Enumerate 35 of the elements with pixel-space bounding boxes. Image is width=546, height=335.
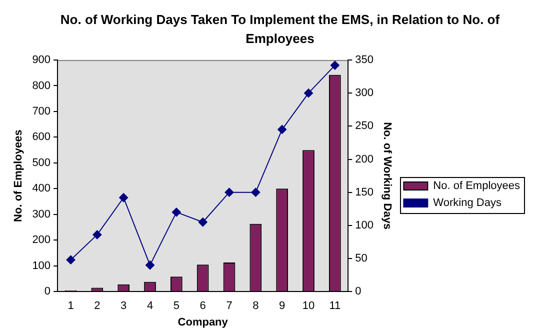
chart-title: No. of Working Days Taken To Implement the EMS, in Relation to No. of Employees (59, 11, 501, 48)
x-tick-label: 1 (68, 300, 74, 312)
x-tick-label: 4 (146, 300, 154, 312)
y-tick-label: 300 (32, 208, 51, 220)
x-tick-label: 5 (173, 300, 180, 312)
y-tick-label: 600 (32, 131, 51, 144)
x-tick-label: 11 (329, 300, 341, 312)
y2-tick-label: 150 (355, 186, 374, 198)
y2-tick-label: 250 (355, 120, 374, 132)
y-tick-label: 500 (32, 156, 51, 169)
x-axis-title: Company (178, 316, 229, 328)
legend-label: Working Days (433, 197, 502, 210)
y2-axis-title: No. of Working Days (381, 122, 394, 230)
x-tick-label: 7 (226, 300, 232, 312)
y-tick-label: 900 (32, 54, 51, 66)
x-tick-label: 2 (94, 300, 100, 312)
x-tick-label: 10 (302, 300, 315, 312)
x-tick-label: 8 (252, 300, 259, 312)
y-tick-label: 400 (32, 182, 51, 195)
y2-tick-label: 200 (355, 153, 374, 166)
x-tick-label: 6 (200, 300, 206, 312)
y2-tick-label: 100 (355, 219, 374, 232)
y-tick-label: 0 (44, 286, 51, 298)
y2-tick-label: 50 (355, 252, 368, 265)
y2-tick-label: 0 (355, 286, 362, 298)
y-axis-title: No. of Employees (12, 130, 25, 222)
legend-label: No. of Employees (433, 180, 520, 192)
y-tick-label: 700 (32, 106, 51, 118)
x-tick-label: 9 (279, 300, 286, 312)
y2-tick-label: 350 (355, 54, 374, 66)
y2-tick-label: 300 (355, 87, 374, 100)
y-tick-label: 800 (32, 80, 51, 92)
y-tick-label: 200 (32, 234, 51, 246)
y-tick-label: 100 (32, 260, 51, 272)
x-tick-label: 3 (120, 300, 127, 312)
